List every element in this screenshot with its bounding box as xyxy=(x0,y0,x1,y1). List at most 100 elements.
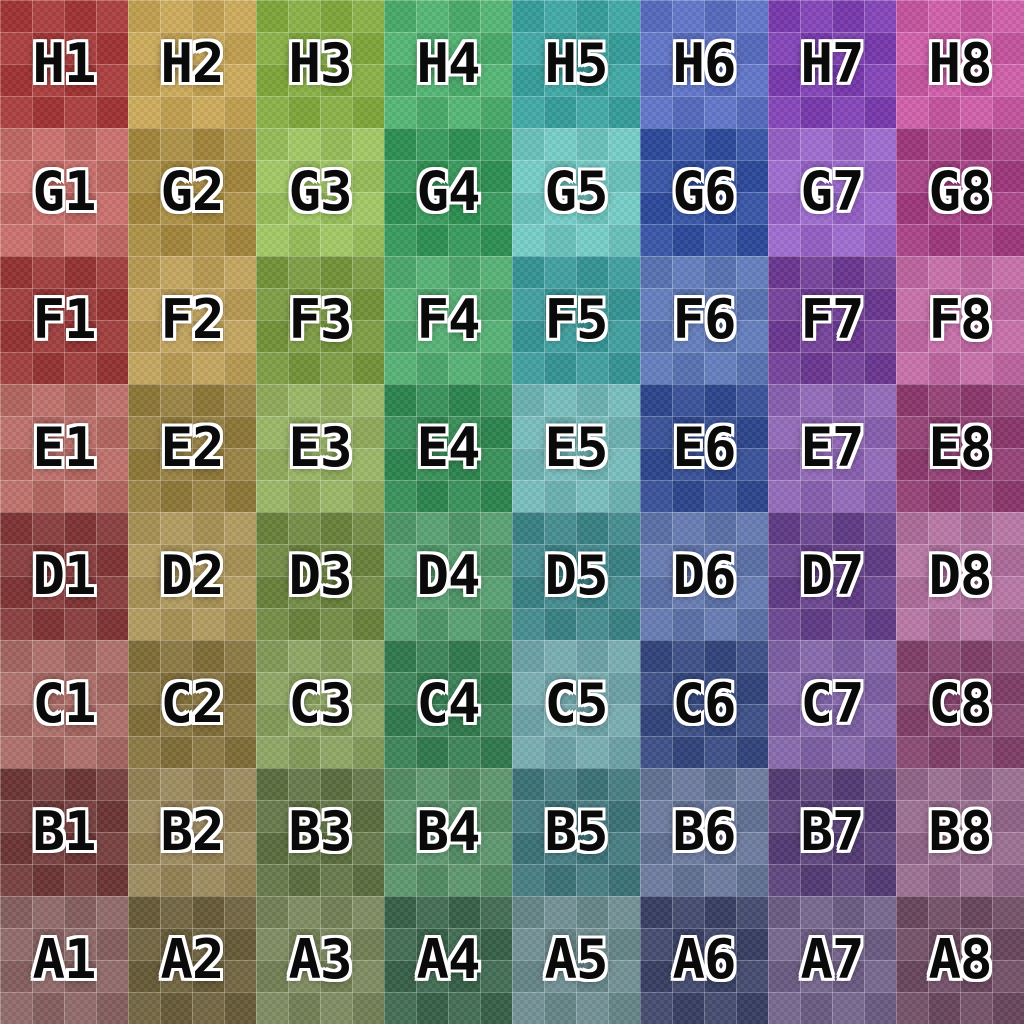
cell-label: C5 xyxy=(544,672,608,735)
cell-label: C7 xyxy=(800,672,864,735)
cell-label: F6 xyxy=(672,288,736,351)
grid-cell-A2[interactable]: A2 xyxy=(128,896,256,1024)
grid-cell-D4[interactable]: D4 xyxy=(384,512,512,640)
grid-cell-D6[interactable]: D6 xyxy=(640,512,768,640)
grid-cell-A1[interactable]: A1 xyxy=(0,896,128,1024)
grid-cell-C5[interactable]: C5 xyxy=(512,640,640,768)
grid-cell-A4[interactable]: A4 xyxy=(384,896,512,1024)
grid-cell-F2[interactable]: F2 xyxy=(128,256,256,384)
grid-cell-D8[interactable]: D8 xyxy=(896,512,1024,640)
grid-cell-B3[interactable]: B3 xyxy=(256,768,384,896)
grid-cell-D7[interactable]: D7 xyxy=(768,512,896,640)
grid-cell-H5[interactable]: H5 xyxy=(512,0,640,128)
grid-cell-F7[interactable]: F7 xyxy=(768,256,896,384)
grid-cell-H7[interactable]: H7 xyxy=(768,0,896,128)
cell-label: E3 xyxy=(288,416,352,479)
grid-cell-D1[interactable]: D1 xyxy=(0,512,128,640)
cell-label: C6 xyxy=(672,672,736,735)
cell-label: B5 xyxy=(544,800,608,863)
cell-label: H3 xyxy=(288,32,352,95)
grid-cell-B6[interactable]: B6 xyxy=(640,768,768,896)
cell-label: G7 xyxy=(800,160,864,223)
grid-cell-E7[interactable]: E7 xyxy=(768,384,896,512)
cell-label: A8 xyxy=(928,928,992,991)
grid-cell-F1[interactable]: F1 xyxy=(0,256,128,384)
grid-cell-H2[interactable]: H2 xyxy=(128,0,256,128)
grid-cell-D3[interactable]: D3 xyxy=(256,512,384,640)
cell-label: F2 xyxy=(160,288,224,351)
cell-label: C2 xyxy=(160,672,224,735)
grid-cell-G3[interactable]: G3 xyxy=(256,128,384,256)
grid-cell-H1[interactable]: H1 xyxy=(0,0,128,128)
grid-cell-C8[interactable]: C8 xyxy=(896,640,1024,768)
grid-cell-G5[interactable]: G5 xyxy=(512,128,640,256)
grid-cell-H3[interactable]: H3 xyxy=(256,0,384,128)
grid-cell-G8[interactable]: G8 xyxy=(896,128,1024,256)
cell-label: B2 xyxy=(160,800,224,863)
grid-cell-A5[interactable]: A5 xyxy=(512,896,640,1024)
grid-cell-B4[interactable]: B4 xyxy=(384,768,512,896)
grid-cell-E3[interactable]: E3 xyxy=(256,384,384,512)
cell-label: G2 xyxy=(160,160,224,223)
grid-cell-G7[interactable]: G7 xyxy=(768,128,896,256)
cell-label: D1 xyxy=(32,544,96,607)
grid-cell-F6[interactable]: F6 xyxy=(640,256,768,384)
grid-cell-D2[interactable]: D2 xyxy=(128,512,256,640)
grid-cell-E8[interactable]: E8 xyxy=(896,384,1024,512)
cell-label: G5 xyxy=(544,160,608,223)
grid-cell-E1[interactable]: E1 xyxy=(0,384,128,512)
cell-label: F7 xyxy=(800,288,864,351)
cell-label: B7 xyxy=(800,800,864,863)
cell-label: E4 xyxy=(416,416,480,479)
grid-cell-F4[interactable]: F4 xyxy=(384,256,512,384)
cell-label: G6 xyxy=(672,160,736,223)
cell-label: A3 xyxy=(288,928,352,991)
cell-label: G1 xyxy=(32,160,96,223)
grid-cell-G6[interactable]: G6 xyxy=(640,128,768,256)
cell-label: E1 xyxy=(32,416,96,479)
grid-cell-B8[interactable]: B8 xyxy=(896,768,1024,896)
cell-label: D3 xyxy=(288,544,352,607)
grid-cell-H6[interactable]: H6 xyxy=(640,0,768,128)
cell-label: A7 xyxy=(800,928,864,991)
grid-cell-G1[interactable]: G1 xyxy=(0,128,128,256)
grid-cell-F8[interactable]: F8 xyxy=(896,256,1024,384)
cell-label: H5 xyxy=(544,32,608,95)
grid-cell-G2[interactable]: G2 xyxy=(128,128,256,256)
cell-label: B8 xyxy=(928,800,992,863)
cell-label: A4 xyxy=(416,928,480,991)
grid-cell-F3[interactable]: F3 xyxy=(256,256,384,384)
grid-cell-A7[interactable]: A7 xyxy=(768,896,896,1024)
grid-cell-E2[interactable]: E2 xyxy=(128,384,256,512)
grid-cell-C1[interactable]: C1 xyxy=(0,640,128,768)
cell-label: H2 xyxy=(160,32,224,95)
grid-cell-F5[interactable]: F5 xyxy=(512,256,640,384)
cell-label: A6 xyxy=(672,928,736,991)
grid-cell-D5[interactable]: D5 xyxy=(512,512,640,640)
cell-label: C1 xyxy=(32,672,96,735)
grid-cell-H4[interactable]: H4 xyxy=(384,0,512,128)
grid-cell-B7[interactable]: B7 xyxy=(768,768,896,896)
grid-cell-H8[interactable]: H8 xyxy=(896,0,1024,128)
grid-cell-C2[interactable]: C2 xyxy=(128,640,256,768)
cell-label: F5 xyxy=(544,288,608,351)
grid-cell-B2[interactable]: B2 xyxy=(128,768,256,896)
grid-cell-C4[interactable]: C4 xyxy=(384,640,512,768)
grid-cell-A6[interactable]: A6 xyxy=(640,896,768,1024)
cell-label: B4 xyxy=(416,800,480,863)
cell-label: H8 xyxy=(928,32,992,95)
grid-cell-E6[interactable]: E6 xyxy=(640,384,768,512)
grid-cell-C6[interactable]: C6 xyxy=(640,640,768,768)
grid-cell-B1[interactable]: B1 xyxy=(0,768,128,896)
grid-cell-E4[interactable]: E4 xyxy=(384,384,512,512)
grid-cell-G4[interactable]: G4 xyxy=(384,128,512,256)
cell-label: H6 xyxy=(672,32,736,95)
cell-label: B3 xyxy=(288,800,352,863)
grid-cell-E5[interactable]: E5 xyxy=(512,384,640,512)
grid-cell-C3[interactable]: C3 xyxy=(256,640,384,768)
grid-cell-A3[interactable]: A3 xyxy=(256,896,384,1024)
cell-label: A1 xyxy=(32,928,96,991)
grid-cell-C7[interactable]: C7 xyxy=(768,640,896,768)
grid-cell-A8[interactable]: A8 xyxy=(896,896,1024,1024)
grid-cell-B5[interactable]: B5 xyxy=(512,768,640,896)
